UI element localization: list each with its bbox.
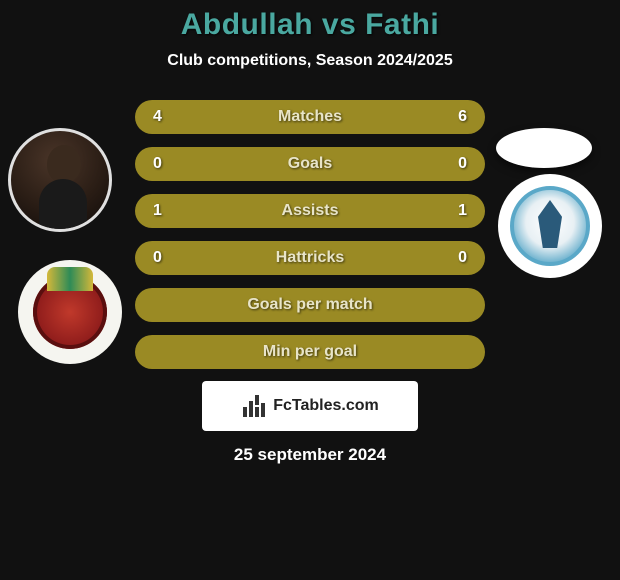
- stat-right-value: 1: [447, 202, 467, 220]
- subtitle: Club competitions, Season 2024/2025: [0, 52, 620, 70]
- stat-rows: 4 Matches 6 0 Goals 0 1 Assists 1 0 Hatt…: [135, 100, 485, 369]
- club-right-badge-inner: [510, 186, 590, 266]
- stat-label: Min per goal: [263, 343, 357, 361]
- club-right-badge: [498, 174, 602, 278]
- club-left-badge-inner: [33, 275, 107, 349]
- stat-right-value: 0: [447, 155, 467, 173]
- stat-left-value: 0: [153, 155, 173, 173]
- stat-row-goals: 0 Goals 0: [135, 147, 485, 181]
- stat-label: Hattricks: [276, 249, 344, 267]
- stat-label: Goals per match: [247, 296, 372, 314]
- stat-row-assists: 1 Assists 1: [135, 194, 485, 228]
- player-left-avatar: [8, 128, 112, 232]
- stat-right-value: 6: [447, 108, 467, 126]
- comparison-card: Abdullah vs Fathi Club competitions, Sea…: [0, 0, 620, 465]
- stat-left-value: 0: [153, 249, 173, 267]
- stat-row-matches: 4 Matches 6: [135, 100, 485, 134]
- date-label: 25 september 2024: [0, 445, 620, 465]
- watermark: FcTables.com: [202, 381, 418, 431]
- stat-label: Matches: [278, 108, 342, 126]
- stat-left-value: 1: [153, 202, 173, 220]
- main-area: 4 Matches 6 0 Goals 0 1 Assists 1 0 Hatt…: [0, 100, 620, 465]
- page-title: Abdullah vs Fathi: [0, 8, 620, 42]
- stat-label: Goals: [288, 155, 332, 173]
- bar-chart-icon: [241, 393, 267, 419]
- club-left-badge: [18, 260, 122, 364]
- stat-row-hattricks: 0 Hattricks 0: [135, 241, 485, 275]
- watermark-text: FcTables.com: [273, 397, 379, 415]
- stat-row-min-per-goal: Min per goal: [135, 335, 485, 369]
- stat-left-value: 4: [153, 108, 173, 126]
- stat-row-goals-per-match: Goals per match: [135, 288, 485, 322]
- stat-right-value: 0: [447, 249, 467, 267]
- player-right-avatar: [496, 128, 592, 168]
- stat-label: Assists: [282, 202, 339, 220]
